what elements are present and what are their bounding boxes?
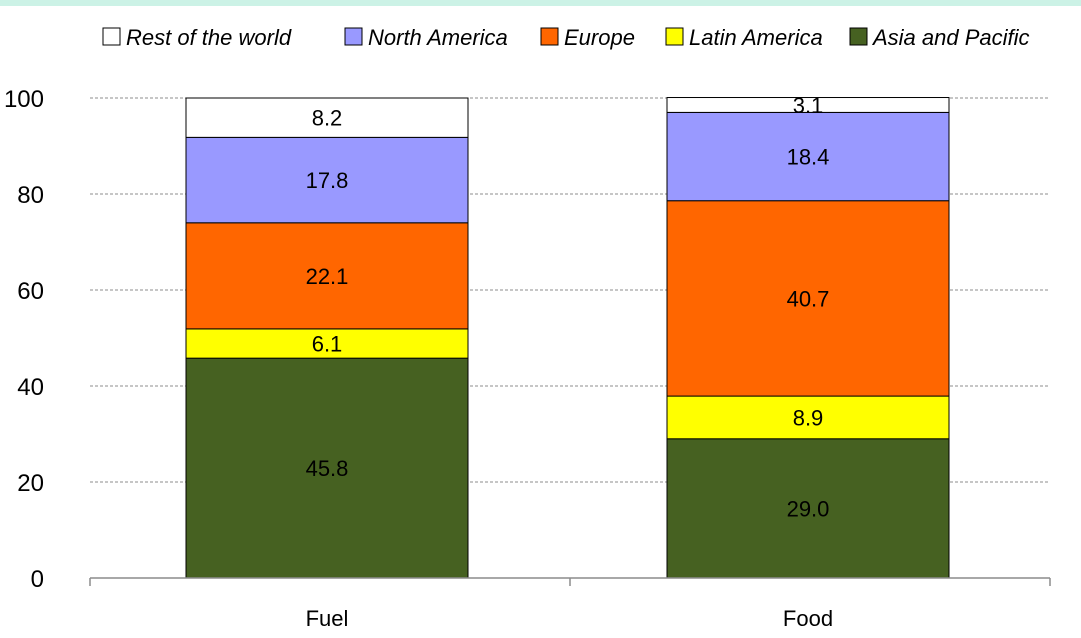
legend-item-north-america: North America (344, 25, 508, 50)
y-tick-label: 80 (17, 182, 44, 209)
legend-swatch (540, 27, 559, 46)
bars: 45.8 6.1 22.1 17.8 8.2 29.0 8.9 40.7 18.4 3.1 (185, 93, 950, 579)
data-label-food-latin-america: 8.9 (793, 405, 824, 430)
data-label-food-europe: 40.7 (787, 286, 830, 311)
legend-swatch (344, 27, 363, 46)
legend-swatch (102, 27, 121, 46)
top-accent-band (0, 0, 1081, 6)
legend-label: Rest of the world (126, 25, 292, 50)
data-label-fuel-latin-america: 6.1 (312, 332, 343, 357)
legend-item-latin-america: Latin America (665, 25, 823, 50)
data-label-food-rest-of-the-world: 3.1 (793, 93, 824, 118)
legend-swatch (665, 27, 684, 46)
data-label-fuel-north-america: 17.8 (306, 168, 349, 193)
axes: 0 20 40 60 80 100 Fuel Food (4, 86, 1051, 631)
bar-segment-food-north-america (666, 111, 950, 202)
data-label-fuel-europe: 22.1 (306, 264, 349, 289)
bar-segment-fuel-rest-of-the-world (185, 97, 469, 138)
y-tick-label: 100 (4, 86, 44, 113)
x-category-label-food: Food (783, 606, 833, 631)
bar-segment-fuel-latin-america (185, 328, 469, 359)
data-label-food-north-america: 18.4 (787, 145, 830, 170)
legend-swatch (849, 27, 868, 46)
data-label-fuel-rest-of-the-world: 8.2 (312, 106, 343, 131)
legend-item-asia-and-pacific: Asia and Pacific (849, 25, 1030, 50)
bar-segment-food-europe (666, 200, 950, 397)
y-tick-label: 60 (17, 278, 44, 305)
bar-segment-food-latin-america (666, 395, 950, 440)
legend-item-europe: Europe (540, 25, 635, 50)
legend-label: Asia and Pacific (871, 25, 1030, 50)
legend-label: North America (368, 25, 508, 50)
bar-segment-food-rest-of-the-world (666, 97, 950, 113)
data-label-fuel-asia-and-pacific: 45.8 (306, 456, 349, 481)
bar-segment-fuel-asia-and-pacific (185, 357, 469, 579)
legend-item-rest-of-the-world: Rest of the world (102, 25, 292, 50)
x-category-label-fuel: Fuel (306, 606, 349, 631)
y-tick-label: 0 (31, 566, 44, 593)
legend-label: Latin America (689, 25, 823, 50)
y-tick-label: 40 (17, 374, 44, 401)
y-tick-label: 20 (17, 470, 44, 497)
legend-label: Europe (564, 25, 635, 50)
data-label-food-asia-and-pacific: 29.0 (787, 496, 830, 521)
legend: Rest of the world North America Europe Lati… (102, 25, 1030, 50)
